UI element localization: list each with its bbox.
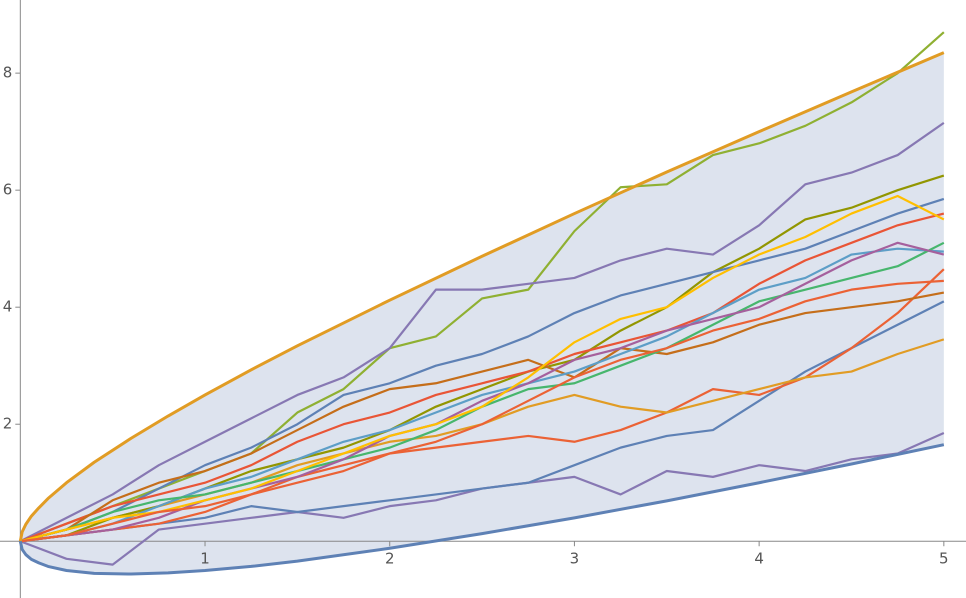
- series-line: [20, 241, 945, 543]
- x-tick-label: 5: [939, 550, 949, 568]
- band-area: [20, 52, 944, 575]
- x-tick-label: 2: [385, 550, 395, 568]
- y-tick-label: 2: [3, 415, 13, 433]
- y-tick-label: 8: [3, 64, 13, 82]
- series-line: [19, 121, 945, 543]
- series-line: [20, 247, 944, 543]
- series-line: [20, 291, 945, 543]
- y-tick-label: 6: [3, 181, 13, 199]
- y-tick-label: 4: [3, 298, 13, 316]
- x-tick-label: 4: [754, 550, 764, 568]
- series-line: [18, 51, 945, 542]
- series-line: [20, 268, 945, 543]
- x-tick-label: 3: [570, 550, 580, 568]
- x-tick-label: 1: [200, 550, 210, 568]
- series-line: [20, 194, 945, 543]
- series-line: [19, 212, 945, 543]
- series-line: [20, 279, 944, 543]
- series-line: [20, 197, 945, 543]
- series-line: [19, 31, 945, 543]
- series-line: [18, 443, 945, 576]
